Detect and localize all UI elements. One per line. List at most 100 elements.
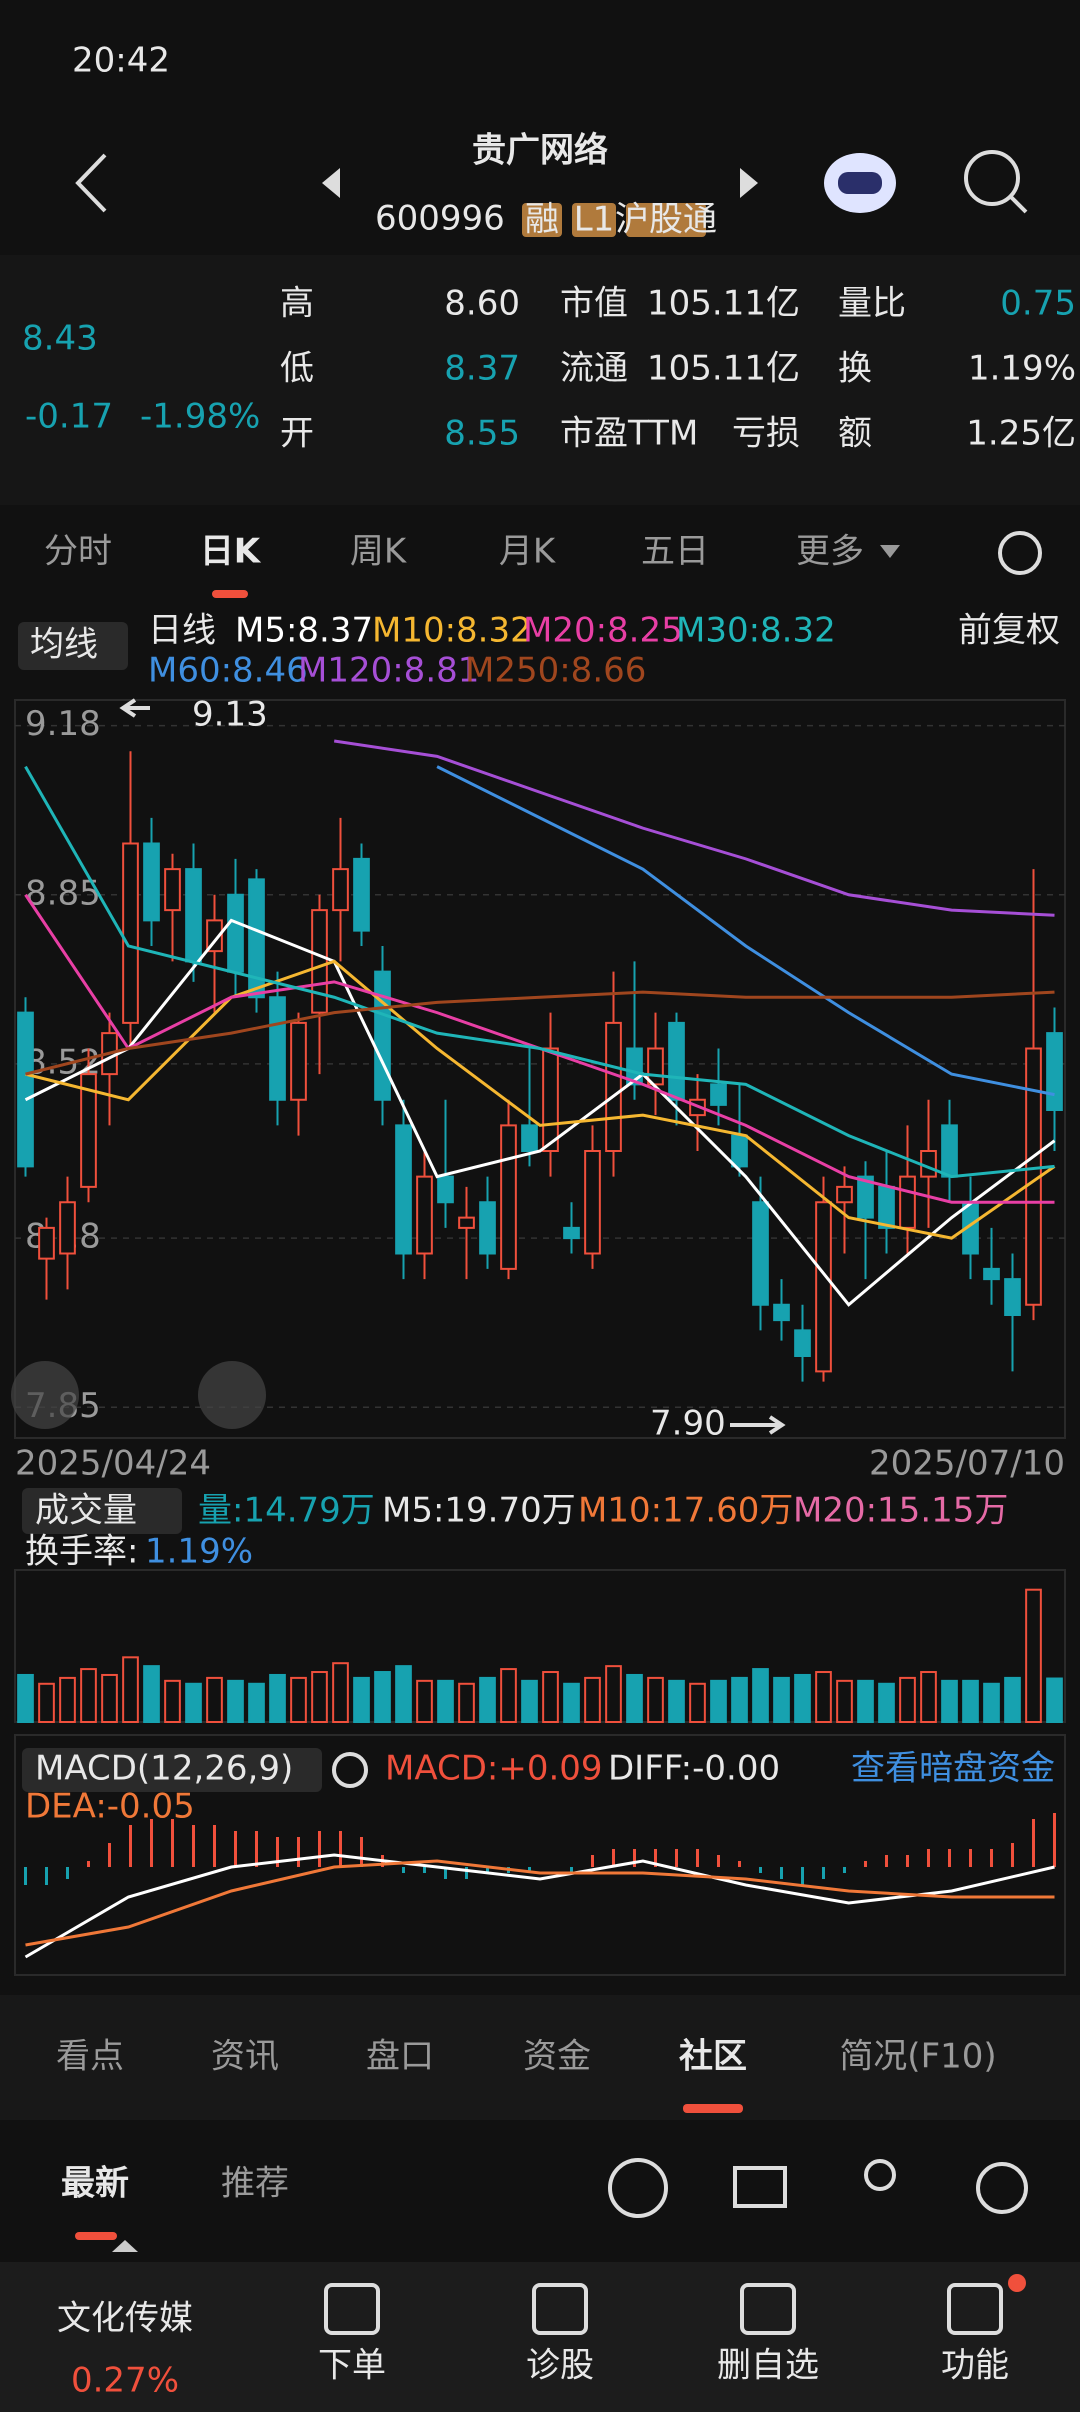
price: 8.43 [22,319,98,359]
candle-body [941,1124,958,1178]
stat-value: 8.37 [444,349,520,389]
badge [572,203,616,237]
volume-bar [17,1673,34,1723]
volume-bar [437,1679,454,1723]
ma-button[interactable] [18,622,128,670]
tab[interactable]: 月K [499,532,557,572]
volume-bar [143,1665,160,1724]
candle-body [437,1175,454,1204]
candle-body [710,1083,727,1106]
volume-bar [542,1671,559,1724]
help[interactable] [332,1752,368,1788]
expand[interactable] [11,1361,79,1429]
tab[interactable]: 日K [200,532,262,572]
icon-refresh[interactable] [976,2162,1028,2214]
line [24,1853,1055,1959]
action-icon [740,2283,796,2335]
sector-change: 0.27% [71,2361,179,2401]
volume-bar [122,1656,139,1723]
icon-mail[interactable] [733,2166,787,2208]
candle-body [563,1226,580,1240]
candle-body [374,970,391,1101]
diff-value: DIFF:-0.00 [608,1749,780,1789]
arrow [119,698,150,718]
legend-entry: M60:8.46 [148,651,308,691]
search[interactable] [964,150,1020,206]
candle-body [605,1021,622,1152]
adjust[interactable]: 前复权 [958,611,1060,651]
volume-bar [500,1668,517,1723]
candle-body [1046,1032,1063,1111]
volume-ma: M10:17.60万 [578,1491,793,1531]
stat-label: 市盈TTM [560,414,698,454]
volume-bar [878,1682,895,1724]
candle-body [1004,1278,1021,1316]
prev[interactable] [322,168,340,198]
macd-button[interactable] [22,1748,322,1792]
icon-user[interactable] [864,2159,896,2191]
badge [626,203,706,237]
candle-body [521,1124,538,1152]
stat-value: 亏损 [732,414,800,454]
action[interactable]: 诊股 [526,2346,594,2386]
stat-label: 换 [838,349,872,389]
legend-entry: M250:8.66 [465,651,646,691]
candle-body [38,1226,55,1260]
volume-bar [290,1676,307,1724]
volume-bar [668,1679,685,1723]
start-date: 2025/04/24 [15,1444,211,1484]
tab[interactable]: 五日 [641,532,709,572]
section-tab[interactable]: 资金 [523,2037,591,2077]
tab[interactable]: 周K [350,532,408,572]
volume-bar [731,1676,748,1724]
section-tab[interactable]: 社区 [679,2037,747,2077]
dark-pool-link[interactable]: 查看暗盘资金 [851,1749,1055,1789]
sub-tab[interactable]: 最新 [61,2164,129,2204]
legend-entry: M5:8.37 [235,611,373,651]
plot-frame [14,699,1066,1439]
settings[interactable] [998,531,1042,575]
sub-tab[interactable]: 推荐 [221,2164,289,2204]
candle-body [80,1073,97,1188]
action[interactable]: 功能 [941,2346,1009,2386]
volume-bar [206,1676,223,1724]
candle-body [311,909,328,1014]
icon[interactable] [608,2158,668,2218]
candle-body [416,1175,433,1255]
next[interactable] [740,168,758,198]
action[interactable]: 删自选 [717,2346,819,2386]
fullscreen[interactable] [198,1361,266,1429]
section-tabs [0,1995,1080,2120]
action[interactable]: 下单 [318,2346,386,2386]
tab[interactable]: 分时 [44,532,112,572]
candle-body [458,1216,475,1229]
candle-body [815,1201,832,1373]
section-tab[interactable]: 盘口 [366,2037,434,2077]
candle-body [857,1175,874,1219]
sector[interactable]: 文化传媒 [57,2299,193,2339]
stat-label: 流通 [560,349,628,389]
stat-label: 额 [838,414,872,454]
badge-text: L1 [574,200,615,240]
volume-bar [941,1679,958,1723]
volume-bar [920,1671,937,1724]
candle-body [290,1021,307,1101]
low-annotation: 7.90 [650,1404,726,1444]
candle-body [752,1201,769,1306]
stat-value: 105.11亿 [647,349,800,389]
legend-entry: M30:8.32 [676,611,836,651]
section-tab[interactable]: 简况(F10) [839,2037,996,2077]
volume-bar [647,1676,664,1724]
candle-body [500,1124,517,1270]
candle-body [668,1021,685,1101]
stat-label: 开 [280,414,314,454]
volume-ma: M20:15.15万 [793,1491,1008,1531]
section-tab[interactable]: 资讯 [211,2037,279,2077]
candle-body [731,1134,748,1168]
volume-button[interactable] [22,1488,182,1534]
back[interactable] [75,153,107,213]
tab[interactable]: 更多 [796,532,864,572]
action-icon [947,2283,1003,2335]
section-tab[interactable]: 看点 [56,2037,124,2077]
sub-indicator [75,2232,117,2240]
